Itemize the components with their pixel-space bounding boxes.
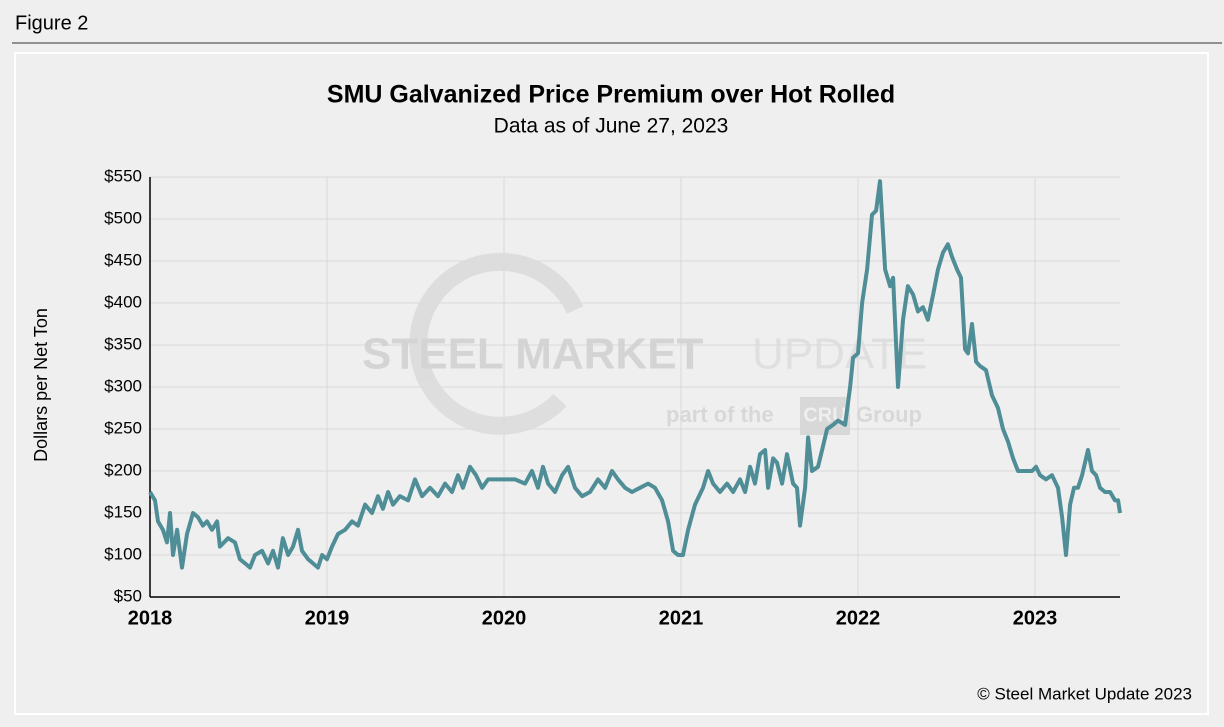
x-tick-label: 2018 [128,607,173,629]
chart-panel [14,52,1209,715]
watermark-sub: part of the [666,402,774,427]
copyright: © Steel Market Update 2023 [977,684,1192,703]
x-tick-label: 2022 [836,607,881,629]
data-line [148,179,1122,570]
y-tick-label: $550 [104,166,142,185]
y-axis-label: Dollars per Net Ton [31,308,51,462]
y-tick-label: $350 [104,334,142,353]
watermark-logo-box [800,397,850,435]
y-tick-label: $500 [104,208,142,227]
figure-label: Figure 2 [15,12,88,34]
x-tick-label: 2020 [482,607,527,629]
chart-subtitle: Data as of June 27, 2023 [494,115,729,138]
y-tick-label: $300 [104,376,142,395]
y-tick-label: $250 [104,418,142,437]
watermark-arc [409,252,584,435]
y-tick-label: $400 [104,292,142,311]
watermark-main: STEEL MARKET [362,330,704,379]
y-tick-label: $100 [104,544,142,563]
x-tick-label: 2021 [659,607,704,629]
watermark: STEEL MARKET UPDATE part of the CRU Grou… [362,252,927,435]
y-tick-label: $450 [104,250,142,269]
chart-title: SMU Galvanized Price Premium over Hot Ro… [327,81,895,109]
y-tick-label: $50 [114,586,142,605]
x-tick-label: 2019 [305,607,350,629]
x-tick-label: 2023 [1013,607,1058,629]
y-tick-label: $150 [104,502,142,521]
watermark-group: Group [856,402,922,427]
y-tick-label: $200 [104,460,142,479]
